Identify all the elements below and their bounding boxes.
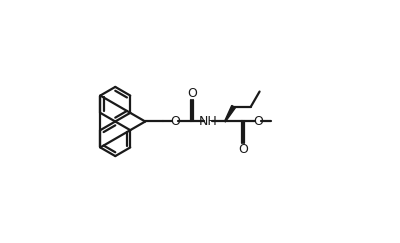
Text: O: O [238, 143, 248, 156]
Polygon shape [224, 105, 236, 122]
Text: O: O [253, 115, 263, 128]
Text: O: O [170, 115, 180, 128]
Text: O: O [187, 87, 197, 100]
Text: NH: NH [198, 115, 217, 128]
